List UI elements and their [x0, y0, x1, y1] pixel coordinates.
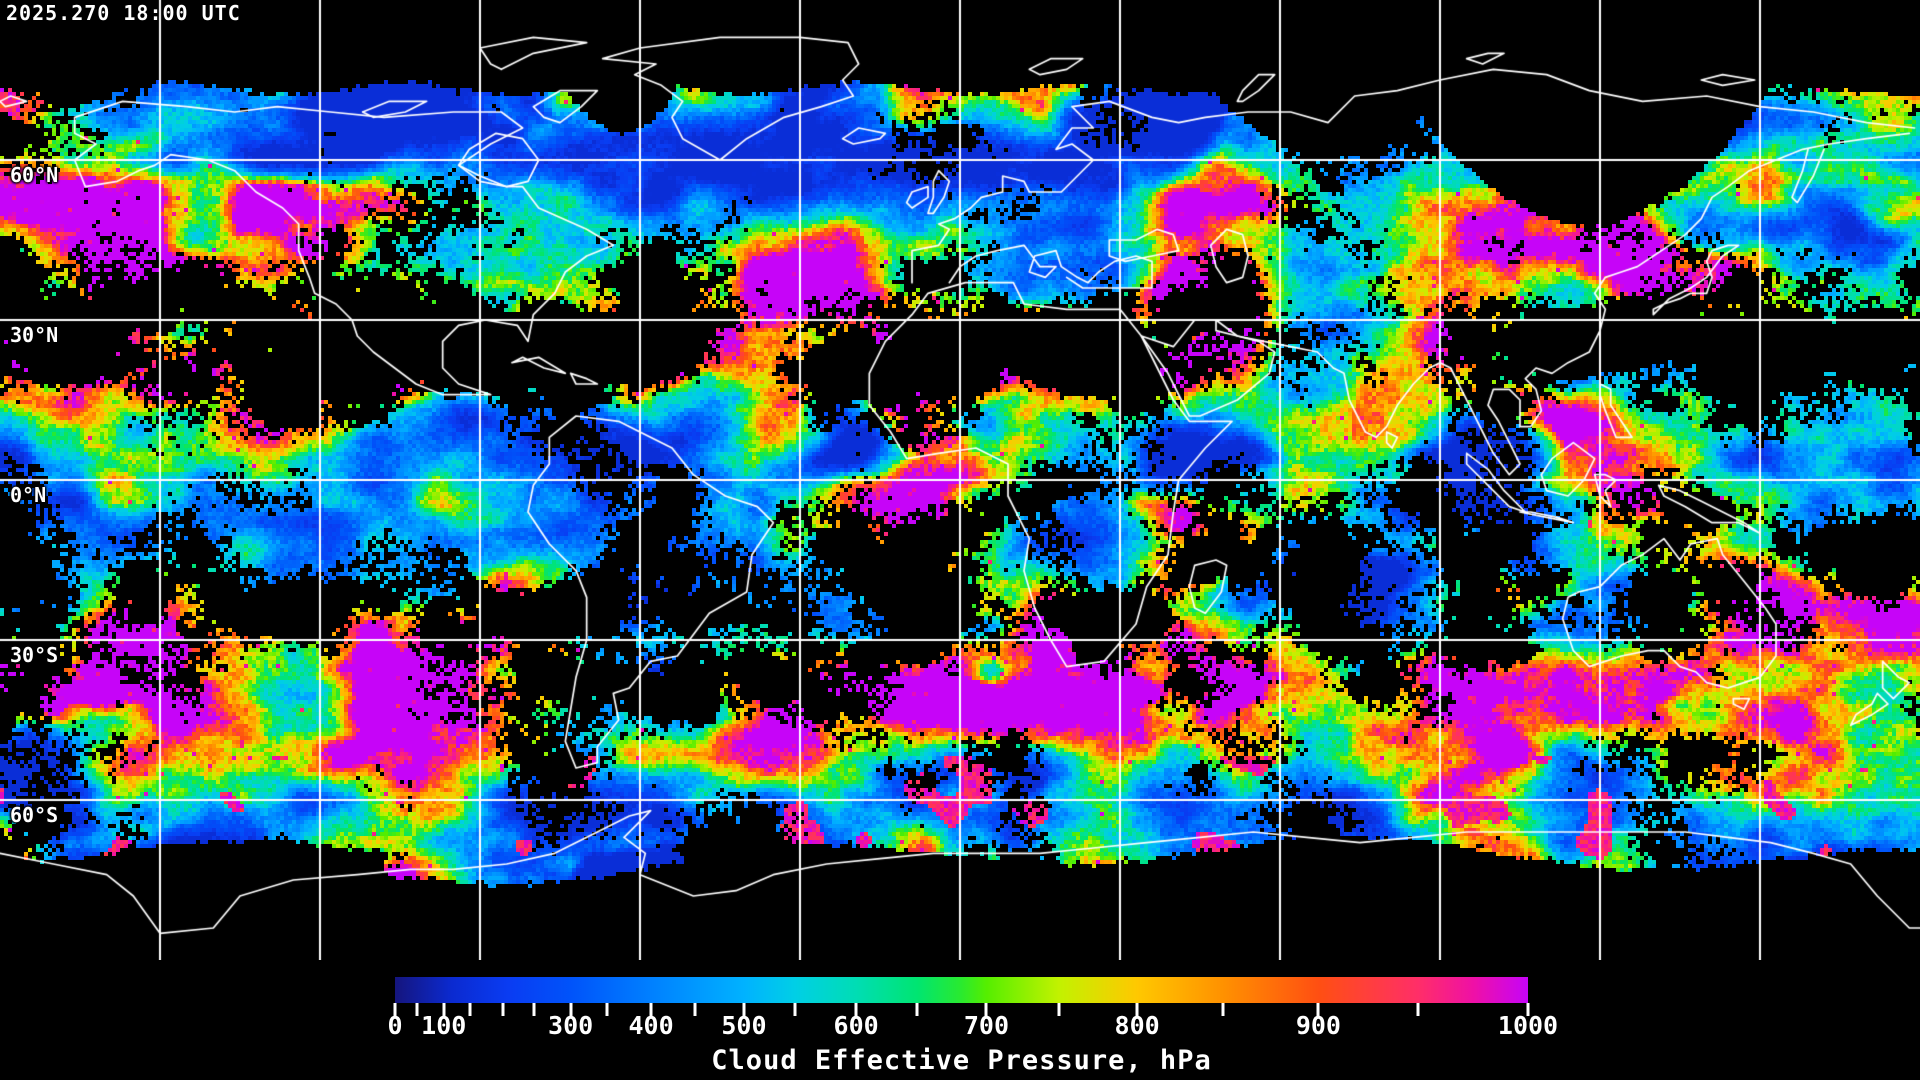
- timestamp: 2025.270 18:00 UTC: [6, 1, 241, 25]
- colorbar-tick: [605, 1003, 609, 1016]
- colorbar-tick: [742, 1003, 746, 1016]
- colorbar-tick-label: 900: [1295, 1011, 1341, 1040]
- latitude-label: 0°N: [10, 483, 47, 507]
- colorbar-tick: [1135, 1003, 1139, 1016]
- colorbar-tick: [915, 1003, 919, 1016]
- colorbar-tick: [649, 1003, 653, 1016]
- colorbar-tick: [468, 1003, 472, 1016]
- colorbar-tick-label: 100: [421, 1011, 467, 1040]
- colorbar-tick: [1221, 1003, 1225, 1016]
- colorbar-tick-label: 500: [721, 1011, 767, 1040]
- colorbar-tick: [693, 1003, 697, 1016]
- latitude-label: 30°S: [10, 643, 59, 667]
- colorbar-tick: [1057, 1003, 1061, 1016]
- colorbar-tick: [854, 1003, 858, 1016]
- colorbar-tick: [1416, 1003, 1420, 1016]
- colorbar-tick: [393, 1003, 397, 1016]
- map-area: 2025.270 18:00 UTC 60°N 30°N 0°N 30°S 60°S: [0, 0, 1920, 960]
- colorbar-tick-label: 0: [387, 1011, 403, 1040]
- colorbar-tick: [532, 1003, 536, 1016]
- colorbar-tick: [1526, 1003, 1530, 1016]
- colorbar-tick: [442, 1003, 446, 1016]
- colorbar-tick-label: 1000: [1497, 1011, 1559, 1040]
- grid-coastline-overlay-canvas: [0, 0, 1920, 960]
- colorbar-tick: [569, 1003, 573, 1016]
- colorbar-tick: [501, 1003, 505, 1016]
- colorbar-title: Cloud Effective Pressure, hPa: [711, 1045, 1212, 1076]
- colorbar-tick-label: 700: [963, 1011, 1009, 1040]
- colorbar: 0 100 300 400 500 600 700 800 900 1000 Cloud Effe…: [0, 960, 1920, 1080]
- latitude-label: 60°S: [10, 803, 59, 827]
- colorbar-tick: [1316, 1003, 1320, 1016]
- colorbar-tick-label: 800: [1114, 1011, 1160, 1040]
- colorbar-tick-label: 600: [833, 1011, 879, 1040]
- colorbar-gradient: [395, 977, 1528, 1003]
- colorbar-tick: [415, 1003, 419, 1016]
- colorbar-tick: [793, 1003, 797, 1016]
- colorbar-tick-label: 400: [628, 1011, 674, 1040]
- colorbar-tick: [984, 1003, 988, 1016]
- latitude-label: 60°N: [10, 163, 59, 187]
- colorbar-tick-label: 300: [548, 1011, 594, 1040]
- latitude-label: 30°N: [10, 323, 59, 347]
